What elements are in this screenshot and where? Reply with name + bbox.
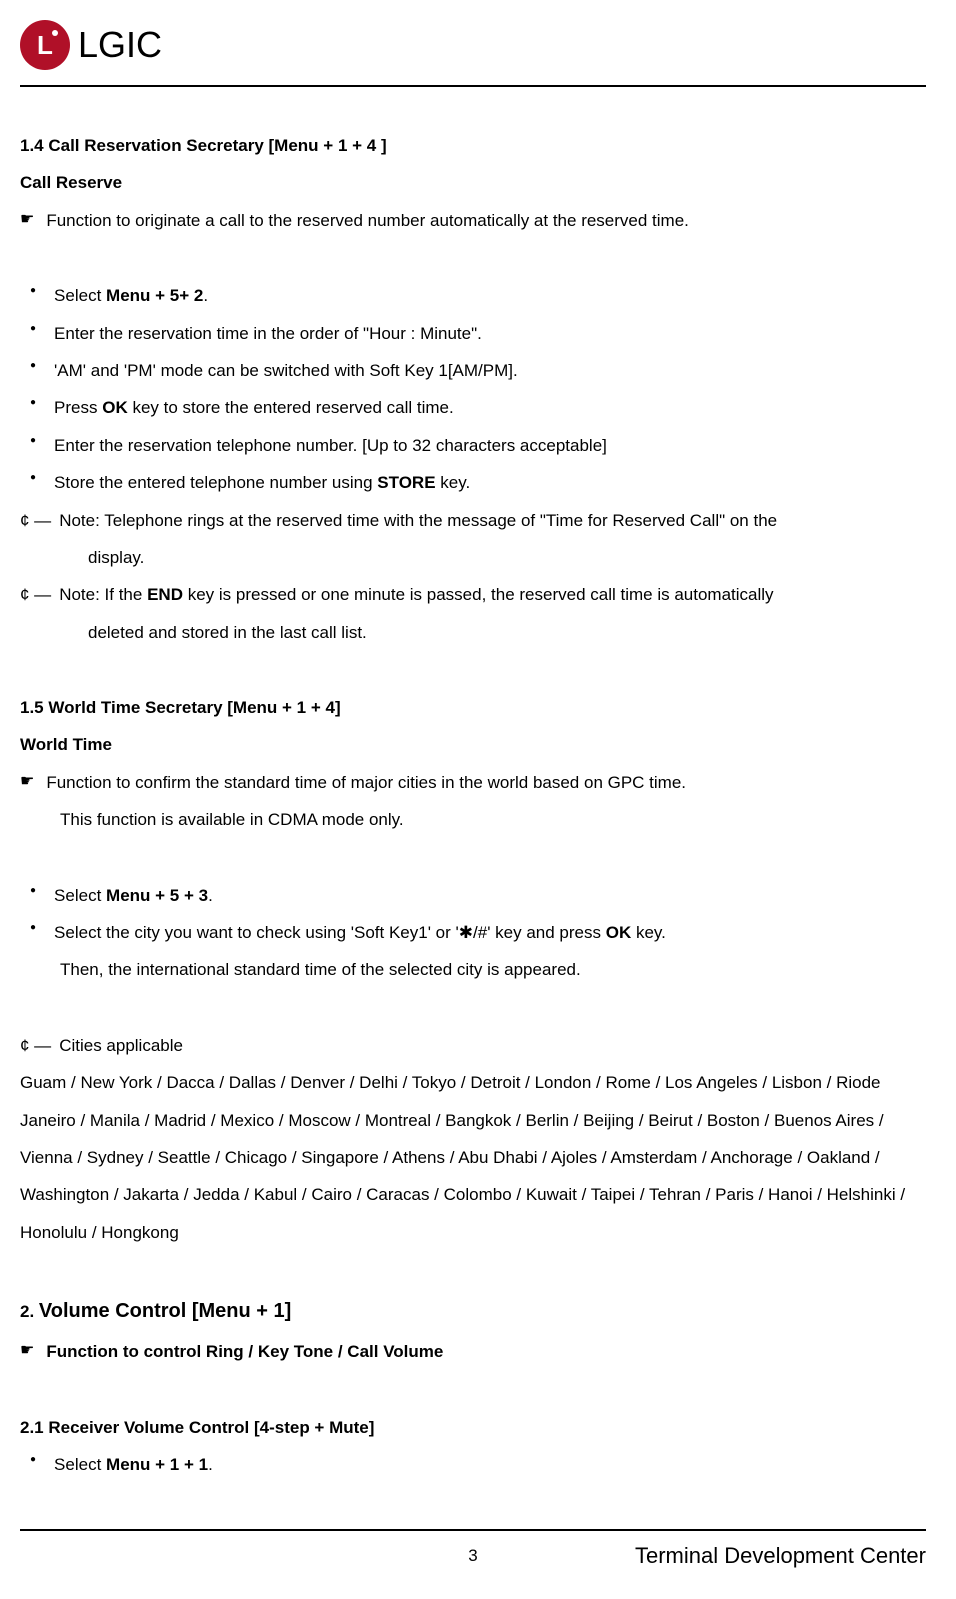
bullet-icon: ● — [30, 877, 36, 905]
section-1-5-function: ☛ Function to confirm the standard time … — [20, 764, 926, 801]
list-item: ● 'AM' and 'PM' mode can be switched wit… — [20, 352, 926, 389]
text: Cities applicable — [59, 1027, 183, 1064]
section-1-4-subtitle: Call Reserve — [20, 164, 926, 201]
text: Note: Telephone rings at the reserved ti… — [59, 502, 777, 539]
section-1-4-title: 1.4 Call Reservation Secretary [Menu + 1… — [20, 127, 926, 164]
document-content: 1.4 Call Reservation Secretary [Menu + 1… — [20, 127, 926, 1483]
text: Enter the reservation time in the order … — [54, 315, 482, 352]
bullet-icon: ● — [30, 914, 36, 942]
list-item: ● Enter the reservation time in the orde… — [20, 315, 926, 352]
bullet-icon: ● — [30, 1446, 36, 1474]
section-2-function: ☛ Function to control Ring / Key Tone / … — [20, 1333, 926, 1370]
note-symbol-icon: ¢ — — [20, 1027, 51, 1064]
text: Note: If the END key is pressed or one m… — [59, 576, 773, 613]
section-1-5-function-cont: This function is available in CDMA mode … — [20, 801, 926, 838]
note-symbol-icon: ¢ — — [20, 576, 51, 613]
lg-logo-icon — [20, 20, 70, 70]
list-item: ● Select Menu + 5+ 2. — [20, 277, 926, 314]
text: Select Menu + 5+ 2. — [54, 277, 208, 314]
footer-text: Terminal Development Center — [635, 1543, 926, 1569]
text: 'AM' and 'PM' mode can be switched with … — [54, 352, 518, 389]
section-1-5-title: 1.5 World Time Secretary [Menu + 1 + 4] — [20, 689, 926, 726]
pointer-icon: ☛ — [20, 764, 34, 799]
pointer-icon: ☛ — [20, 202, 34, 237]
bullet-icon: ● — [30, 277, 36, 305]
list-item-continuation: Then, the international standard time of… — [20, 951, 926, 988]
cities-label: ¢ — Cities applicable — [20, 1027, 926, 1064]
note-symbol-icon: ¢ — — [20, 502, 51, 539]
note-2-continuation: deleted and stored in the last call list… — [20, 614, 926, 651]
list-item: ● Store the entered telephone number usi… — [20, 464, 926, 501]
list-item: ● Select Menu + 1 + 1. — [20, 1446, 926, 1483]
note-2: ¢ — Note: If the END key is pressed or o… — [20, 576, 926, 613]
text: Store the entered telephone number using… — [54, 464, 470, 501]
list-item: ● Enter the reservation telephone number… — [20, 427, 926, 464]
list-item: ● Select the city you want to check usin… — [20, 914, 926, 951]
text: Select Menu + 5 + 3. — [54, 877, 213, 914]
bullet-icon: ● — [30, 352, 36, 380]
section-2-1-title: 2.1 Receiver Volume Control [4-step + Mu… — [20, 1409, 926, 1446]
section-1-5-subtitle: World Time — [20, 726, 926, 763]
bullet-icon: ● — [30, 315, 36, 343]
text: Function to confirm the standard time of… — [46, 764, 686, 801]
text: Select the city you want to check using … — [54, 914, 666, 951]
list-item: ● Press OK key to store the entered rese… — [20, 389, 926, 426]
text: Press OK key to store the entered reserv… — [54, 389, 454, 426]
bullet-icon: ● — [30, 389, 36, 417]
page-number: 3 — [468, 1546, 477, 1566]
note-1-continuation: display. — [20, 539, 926, 576]
bullet-icon: ● — [30, 464, 36, 492]
bullet-icon: ● — [30, 427, 36, 455]
section-1-4-function: ☛ Function to originate a call to the re… — [20, 202, 926, 239]
section-2-title: 2. Volume Control [Menu + 1] — [20, 1289, 926, 1333]
text: Select Menu + 1 + 1. — [54, 1446, 213, 1483]
page-header: LGIC — [20, 20, 926, 87]
text: Function to originate a call to the rese… — [46, 202, 689, 239]
text: Enter the reservation telephone number. … — [54, 427, 607, 464]
logo-text: LGIC — [78, 24, 162, 66]
list-item: ● Select Menu + 5 + 3. — [20, 877, 926, 914]
pointer-icon: ☛ — [20, 1333, 34, 1368]
note-1: ¢ — Note: Telephone rings at the reserve… — [20, 502, 926, 539]
page-footer: 3 Terminal Development Center — [20, 1529, 926, 1569]
cities-list: Guam / New York / Dacca / Dallas / Denve… — [20, 1064, 926, 1251]
text: Function to control Ring / Key Tone / Ca… — [46, 1333, 443, 1370]
